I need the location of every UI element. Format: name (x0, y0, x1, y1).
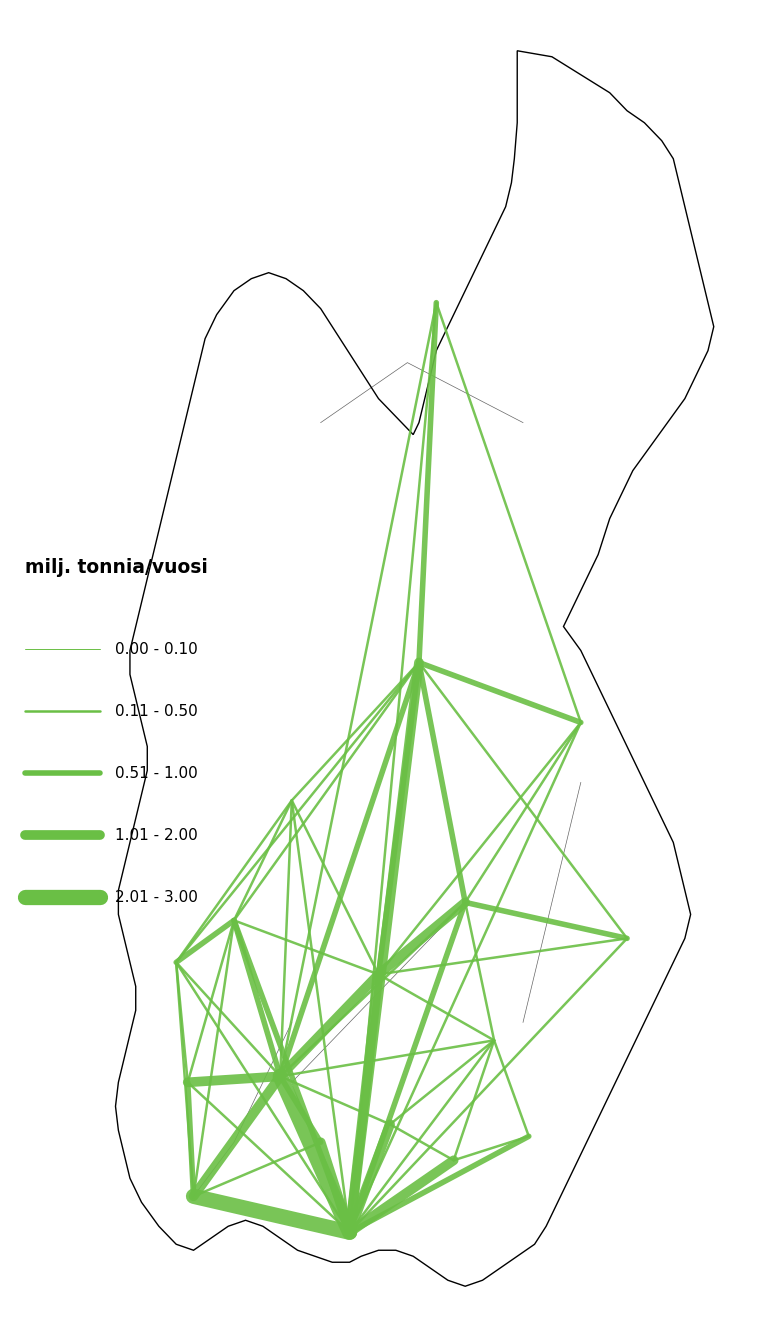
Text: milj. tonnia/vuosi: milj. tonnia/vuosi (25, 558, 208, 576)
Text: 0.00 - 0.10: 0.00 - 0.10 (116, 641, 198, 657)
Text: 2.01 - 3.00: 2.01 - 3.00 (116, 890, 198, 905)
Text: 0.11 - 0.50: 0.11 - 0.50 (116, 704, 198, 719)
Polygon shape (116, 50, 714, 1287)
Text: 0.51 - 1.00: 0.51 - 1.00 (116, 766, 198, 780)
Text: 1.01 - 2.00: 1.01 - 2.00 (116, 828, 198, 843)
